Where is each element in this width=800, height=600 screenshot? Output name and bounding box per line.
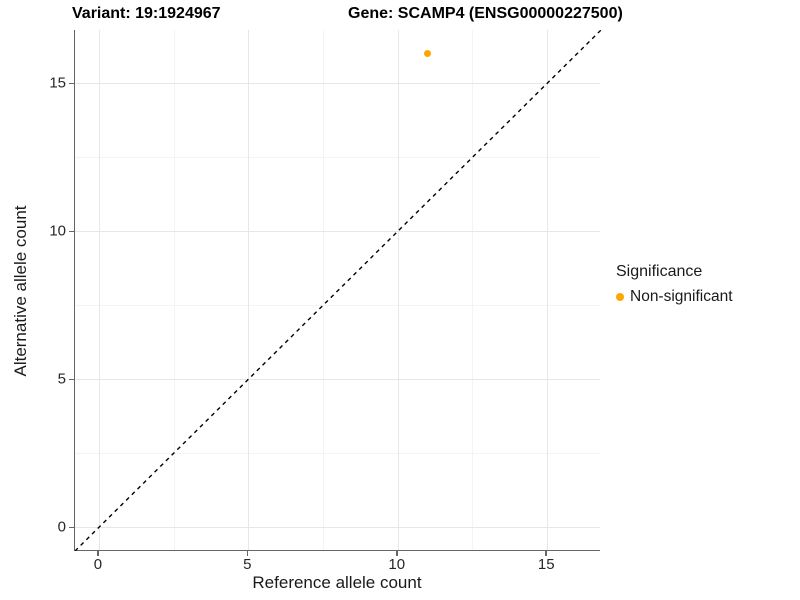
- grid-line-minor: [75, 453, 600, 455]
- grid-line-major: [397, 30, 399, 550]
- plot-title-gene: Gene: SCAMP4 (ENSG00000227500): [348, 5, 623, 22]
- y-tick-label: 5: [57, 370, 66, 388]
- plot-title-variant: Variant: 19:1924967: [72, 5, 221, 22]
- grid-line-major: [75, 231, 600, 233]
- y-tick-mark: [69, 82, 74, 85]
- grid-line-minor: [173, 30, 175, 550]
- x-tick-mark: [396, 551, 398, 556]
- grid-line-major: [75, 527, 600, 529]
- y-tick-label: 15: [49, 74, 66, 92]
- x-axis-title: Reference allele count: [252, 573, 422, 592]
- data-point: [424, 50, 432, 58]
- y-tick-mark: [69, 230, 74, 233]
- x-tick-label: 5: [243, 556, 252, 573]
- x-tick-mark: [246, 551, 249, 556]
- y-tick-label: 0: [57, 518, 66, 536]
- x-tick-mark: [97, 551, 99, 556]
- grid-line-major: [248, 30, 250, 550]
- x-tick-label: 0: [93, 556, 103, 573]
- x-tick-label: 15: [537, 556, 555, 573]
- x-tick-mark: [545, 551, 547, 556]
- grid-line-minor: [472, 30, 474, 550]
- legend-item-label: Non-significant: [630, 288, 733, 305]
- grid-line-major: [75, 379, 600, 381]
- grid-line-minor: [75, 157, 600, 159]
- grid-line-major: [547, 30, 549, 550]
- y-tick-mark: [69, 378, 74, 381]
- plot-panel: [74, 30, 601, 551]
- grid-line-minor: [323, 30, 325, 550]
- legend-item-non-significant: Non-significant: [616, 288, 733, 306]
- x-tick-label: 10: [388, 556, 406, 573]
- legend-point-swatch-icon: [616, 293, 624, 301]
- y-tick-mark: [69, 526, 74, 529]
- y-tick-label: 10: [49, 222, 66, 240]
- identity-line: [75, 30, 601, 551]
- grid-line-major: [75, 83, 600, 85]
- legend: Significance Non-significant: [616, 262, 733, 306]
- grid-line-major: [98, 30, 100, 550]
- legend-title: Significance: [616, 263, 703, 280]
- grid-line-minor: [75, 305, 600, 307]
